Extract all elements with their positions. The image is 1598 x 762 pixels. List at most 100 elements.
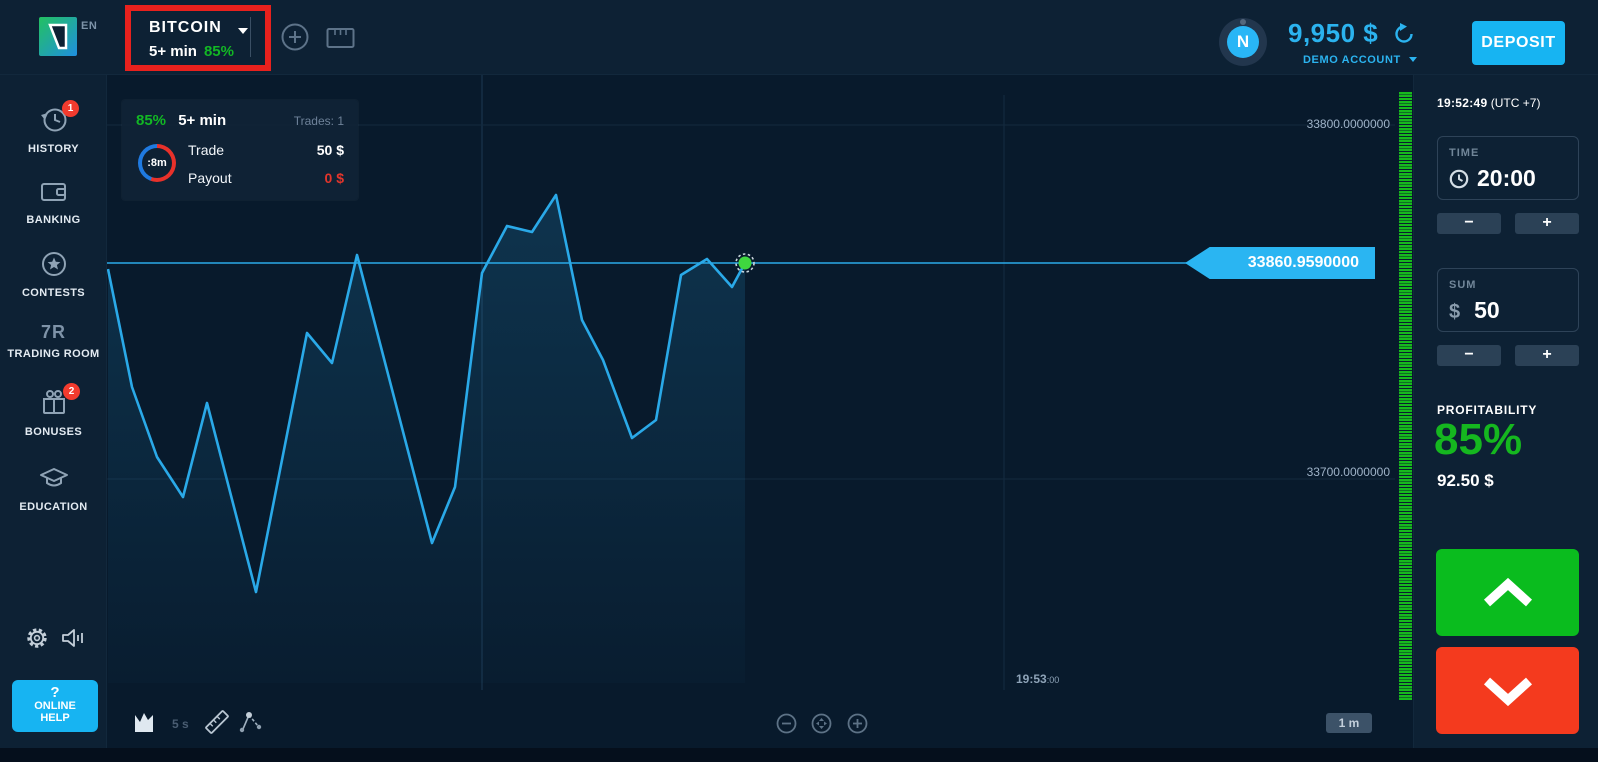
time-field-label: TIME <box>1449 147 1480 159</box>
y-axis-label: 33700.0000000 <box>1306 465 1390 479</box>
chart-area-fill <box>108 195 745 683</box>
expiry-time: 20:00 <box>1477 165 1536 191</box>
sidebar-item-banking[interactable]: BANKING <box>0 179 107 226</box>
asset-selector-highlight[interactable]: BITCOIN 5+ min 85% <box>125 5 271 71</box>
sidebar-item-bonuses[interactable]: 2 BONUSES <box>0 383 107 438</box>
chart-area[interactable]: 33800.0000000 33700.0000000 19:53:00 338… <box>106 75 1413 762</box>
gift-icon <box>42 390 65 414</box>
trade-timer-value: :8m <box>142 148 172 178</box>
time-sub: :00 <box>1046 675 1060 685</box>
profitability-amount: 92.50 $ <box>1437 471 1494 490</box>
wallet-icon <box>40 183 66 201</box>
separator <box>250 17 251 57</box>
payout-value: 0 $ <box>324 170 344 186</box>
sum-decrease-button[interactable]: − <box>1437 345 1501 366</box>
asset-duration: 5+ min <box>149 43 197 60</box>
profitability-percent: 85% <box>1434 415 1523 464</box>
time-main: 19:53 <box>1016 672 1047 686</box>
balance-amount: 9,950 $ <box>1288 18 1379 48</box>
sidebar: 1 HISTORY BANKING CONTESTS 7R TRADING RO… <box>0 75 107 762</box>
chevron-down-icon <box>1408 57 1417 62</box>
star-circle-icon <box>41 252 66 276</box>
current-point-ring <box>735 253 755 273</box>
trade-panel-header: 85% 5+ min Trades: 1 <box>136 112 344 129</box>
clock-utc: (UTC +7) <box>1487 96 1541 110</box>
chevron-up-icon <box>1483 577 1532 606</box>
sidebar-item-label: BANKING <box>26 214 81 226</box>
deposit-button[interactable]: DEPOSIT <box>1472 21 1565 65</box>
time-field-value: 20:00 <box>1449 165 1536 192</box>
interval-badge[interactable]: 1 m <box>1326 713 1372 733</box>
help-question-mark: ? <box>50 684 60 701</box>
current-point-dot <box>738 256 752 270</box>
asset-name: BITCOIN <box>149 19 222 36</box>
add-asset-icon[interactable] <box>281 23 310 52</box>
trade-payout-percent: 85% <box>136 112 167 129</box>
time-increase-button[interactable]: + <box>1515 213 1579 234</box>
put-down-button[interactable] <box>1436 647 1579 734</box>
history-clock-icon <box>40 108 66 132</box>
clock-icon <box>1449 169 1469 189</box>
avatar-notch <box>1240 19 1246 25</box>
bottom-strip <box>0 748 1598 762</box>
sum-field-label: SUM <box>1449 279 1477 291</box>
online-help-button[interactable]: ? ONLINE HELP <box>12 680 98 732</box>
refresh-balance-icon[interactable] <box>1392 22 1416 46</box>
trades-count: Trades: 1 <box>293 114 344 128</box>
timeframe-label[interactable]: 5 s <box>172 717 189 731</box>
trade-duration: 5+ min <box>178 112 227 129</box>
logo-glyph <box>48 23 68 50</box>
server-clock: 19:52:49 (UTC +7) <box>1437 96 1540 110</box>
y-axis-label: 33800.0000000 <box>1306 117 1390 131</box>
sidebar-item-trading-room[interactable]: 7R TRADING ROOM <box>0 322 107 360</box>
avatar-initial: N <box>1227 26 1259 58</box>
trade-timer-ring: :8m <box>138 144 176 182</box>
payout-label: Payout <box>188 170 232 186</box>
account-type-dropdown[interactable]: DEMO ACCOUNT <box>1303 54 1418 66</box>
trade-label: Trade <box>188 142 225 158</box>
zoom-out-icon[interactable] <box>776 713 797 734</box>
sidebar-item-label: HISTORY <box>27 143 80 155</box>
profitability-label: PROFITABILITY <box>1437 403 1538 417</box>
open-trade-panel: 85% 5+ min Trades: 1 :8m Trade 50 $ Payo… <box>122 100 358 200</box>
account-type-label: DEMO ACCOUNT <box>1303 54 1401 66</box>
bonuses-badge: 2 <box>63 383 80 400</box>
clock-time: 19:52:49 <box>1437 96 1488 110</box>
sidebar-item-history[interactable]: 1 HISTORY <box>0 100 107 155</box>
time-field[interactable]: TIME 20:00 <box>1437 136 1579 200</box>
price-series-line <box>106 193 747 594</box>
settings-gear-icon[interactable] <box>25 626 49 650</box>
x-axis-time-label: 19:53:00 <box>1016 672 1059 686</box>
app-logo-icon[interactable] <box>39 17 77 56</box>
zoom-in-icon[interactable] <box>847 713 868 734</box>
sum-field[interactable]: SUM $50 <box>1437 268 1579 332</box>
price-chart[interactable] <box>106 75 1413 762</box>
sidebar-item-label: EDUCATION <box>19 501 88 513</box>
chevron-down-icon <box>238 28 248 34</box>
chart-type-icon[interactable] <box>134 711 156 733</box>
sound-icon[interactable] <box>61 627 85 649</box>
time-decrease-button[interactable]: − <box>1437 213 1501 234</box>
trade-value: 50 $ <box>316 142 344 158</box>
sum-amount: 50 <box>1474 297 1500 323</box>
fit-screen-icon[interactable] <box>811 713 832 734</box>
sidebar-item-contests[interactable]: CONTESTS <box>0 251 107 299</box>
sum-field-value: $50 <box>1449 297 1500 324</box>
trading-room-icon: 7R <box>40 322 66 342</box>
language-label[interactable]: EN <box>81 20 98 32</box>
history-badge: 1 <box>62 100 79 117</box>
currency-symbol: $ <box>1449 301 1461 323</box>
sum-increase-button[interactable]: + <box>1515 345 1579 366</box>
indicators-icon[interactable] <box>238 710 264 735</box>
call-up-button[interactable] <box>1436 549 1579 636</box>
asset-duration-payout: 5+ min 85% <box>149 43 234 60</box>
ruler-icon[interactable] <box>203 708 231 736</box>
graduation-cap-icon <box>39 468 68 487</box>
chart-layout-icon[interactable] <box>326 26 356 50</box>
sidebar-item-label: TRADING ROOM <box>7 348 100 360</box>
tick-activity-strip <box>1399 92 1412 700</box>
chevron-down-icon <box>1483 677 1532 706</box>
help-label: ONLINE HELP <box>34 700 76 724</box>
sidebar-item-education[interactable]: EDUCATION <box>0 466 107 513</box>
